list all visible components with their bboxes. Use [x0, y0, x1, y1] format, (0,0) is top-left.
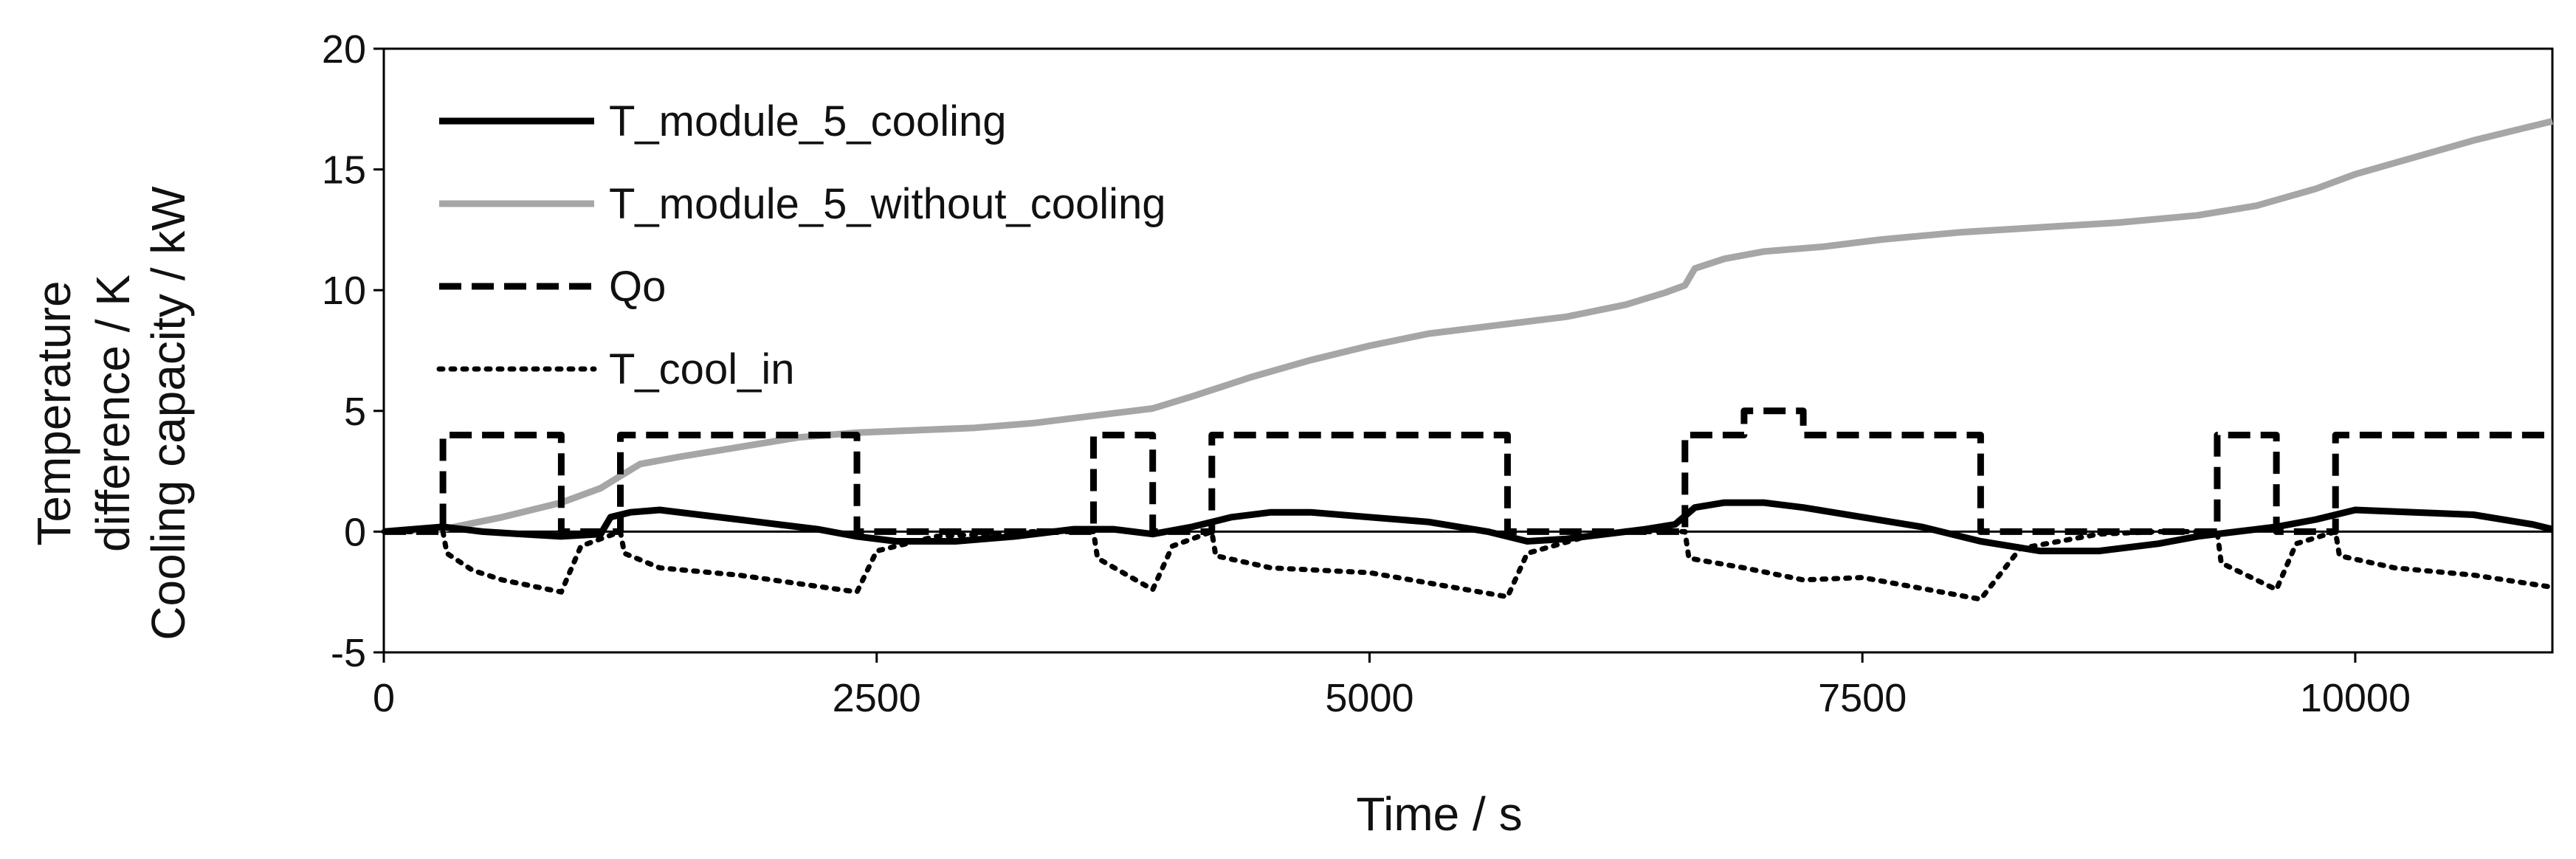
y-axis-title-line-2: difference / K — [86, 275, 140, 552]
y-tick-label: 10 — [322, 269, 366, 313]
legend: T_module_5_cooling T_module_5_without_coo… — [436, 97, 1166, 393]
y-axis-title-line-1: Temperature — [27, 280, 80, 545]
y-tick-label: -5 — [331, 631, 366, 675]
axis-titles: Time / s Temperature difference / K Cool… — [27, 186, 1523, 841]
x-tick-label: 5000 — [1325, 676, 1413, 720]
y-tick-label: 5 — [344, 390, 366, 434]
x-tick-label: 0 — [373, 676, 395, 720]
series-line-t-cool-in — [381, 528, 2555, 602]
y-tick-label: 20 — [322, 27, 366, 72]
y-tick-label: 0 — [344, 510, 366, 554]
series-layer — [381, 117, 2555, 602]
x-tick-label: 10000 — [2300, 676, 2411, 720]
series-line-qo — [384, 407, 2552, 535]
legend-label: T_module_5_without_cooling — [609, 180, 1166, 228]
x-tick-label: 7500 — [1818, 676, 1907, 720]
series-line-t-module-5-cooling — [383, 499, 2554, 555]
legend-label: T_cool_in — [609, 345, 794, 393]
x-axis-title: Time / s — [1356, 787, 1522, 841]
legend-label: T_module_5_cooling — [609, 97, 1006, 145]
legend-label: Qo — [609, 263, 666, 311]
y-tick-label: 15 — [322, 148, 366, 193]
y-axis-title-line-3: Cooling capacity / kW — [142, 186, 195, 641]
series-line-t-module-5-without-cooling — [383, 117, 2554, 535]
plot-area-border — [382, 47, 2554, 654]
plot-frame — [382, 47, 2554, 654]
x-tick-label: 2500 — [833, 676, 921, 720]
